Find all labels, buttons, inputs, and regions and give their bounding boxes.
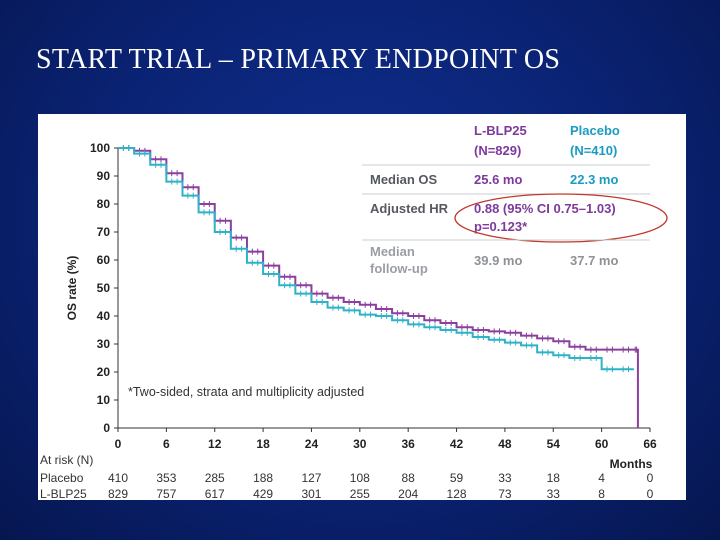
table-header-placebo: Placebo [570, 123, 620, 138]
y-tick-label: 10 [97, 393, 111, 407]
x-tick-label: 48 [498, 437, 512, 451]
at-risk-value: 301 [301, 487, 321, 500]
at-risk-value: 128 [447, 487, 467, 500]
slide-title: START TRIAL – PRIMARY ENDPOINT OS [36, 44, 561, 75]
x-tick-label: 42 [450, 437, 464, 451]
x-tick-group: 0 6 12 18 24 30 36 42 48 54 60 66 [115, 428, 657, 451]
table-header-lblp25: L-BLP25 [474, 123, 527, 138]
at-risk-title: At risk (N) [40, 453, 93, 467]
row-label-median-followup-2: follow-up [370, 261, 428, 276]
y-axis-label: OS rate (%) [65, 256, 79, 321]
at-risk-row-label-lblp25: L-BLP25 [40, 487, 87, 500]
x-tick-label: 6 [163, 437, 170, 451]
y-tick-label: 70 [97, 225, 111, 239]
at-risk-value: 33 [498, 471, 512, 485]
x-tick-label: 60 [595, 437, 609, 451]
x-axis-label: Months [610, 457, 653, 471]
x-tick-label: 18 [256, 437, 270, 451]
x-tick-label: 0 [115, 437, 122, 451]
at-risk-value: 18 [547, 471, 561, 485]
y-tick-label: 20 [97, 365, 111, 379]
at-risk-value: 757 [156, 487, 176, 500]
x-tick-label: 30 [353, 437, 367, 451]
median-followup-lblp25: 39.9 mo [474, 253, 522, 268]
median-os-lblp25: 25.6 mo [474, 172, 522, 187]
at-risk-value: 108 [350, 471, 370, 485]
at-risk-value: 88 [402, 471, 416, 485]
summary-table: L-BLP25 (N=829) Placebo (N=410) Median O… [360, 116, 668, 280]
at-risk-value: 33 [547, 487, 561, 500]
y-tick-label: 90 [97, 169, 111, 183]
footnote: *Two-sided, strata and multiplicity adju… [128, 385, 364, 399]
at-risk-value: 73 [498, 487, 512, 500]
at-risk-value: 188 [253, 471, 273, 485]
at-risk-value: 429 [253, 487, 273, 500]
highlight-oval [454, 193, 668, 243]
y-tick-group: 0 10 20 30 40 50 60 70 80 90 100 [90, 141, 118, 435]
at-risk-row-label-placebo: Placebo [40, 471, 84, 485]
km-chart-panel: 0 10 20 30 40 50 60 70 80 90 100 0 6 12 18 24 30 36 42 48 5… [38, 114, 686, 500]
y-tick-label: 100 [90, 141, 110, 155]
y-tick-label: 40 [97, 309, 111, 323]
at-risk-value: 4 [598, 471, 605, 485]
at-risk-value: 8 [598, 487, 605, 500]
x-tick-label: 54 [547, 437, 561, 451]
row-label-median-followup: Median [370, 244, 415, 259]
at-risk-value: 829 [108, 487, 128, 500]
adjusted-hr-value: 0.88 (95% CI 0.75–1.03) [474, 201, 616, 216]
table-header-placebo-n: (N=410) [570, 143, 617, 158]
median-os-placebo: 22.3 mo [570, 172, 618, 187]
at-risk-value: 59 [450, 471, 464, 485]
at-risk-value: 617 [205, 487, 225, 500]
x-tick-label: 24 [305, 437, 319, 451]
curve-group [118, 145, 639, 428]
at-risk-value: 127 [301, 471, 321, 485]
y-tick-label: 80 [97, 197, 111, 211]
y-tick-label: 0 [103, 421, 110, 435]
at-risk-value: 353 [156, 471, 176, 485]
row-label-median-os: Median OS [370, 172, 438, 187]
at-risk-value: 410 [108, 471, 128, 485]
x-tick-label: 12 [208, 437, 222, 451]
y-tick-label: 60 [97, 253, 111, 267]
x-tick-label: 66 [643, 437, 657, 451]
at-risk-value: 285 [205, 471, 225, 485]
series-line-l-blp25 [118, 147, 639, 428]
at-risk-value: 0 [647, 471, 654, 485]
at-risk-values: 410 353 285 188 127 108 88 59 33 18 4 0 829 757 617 429… [108, 471, 654, 500]
table-header-lblp25-n: (N=829) [474, 143, 521, 158]
y-tick-label: 50 [97, 281, 111, 295]
adjusted-hr-p-value: p=0.123* [474, 219, 528, 234]
at-risk-value: 255 [350, 487, 370, 500]
y-tick-label: 30 [97, 337, 111, 351]
at-risk-value: 0 [647, 487, 654, 500]
x-tick-label: 36 [402, 437, 416, 451]
series-line-placebo [118, 147, 634, 371]
row-label-adjusted-hr: Adjusted HR [370, 201, 449, 216]
median-followup-placebo: 37.7 mo [570, 253, 618, 268]
at-risk-value: 204 [398, 487, 418, 500]
